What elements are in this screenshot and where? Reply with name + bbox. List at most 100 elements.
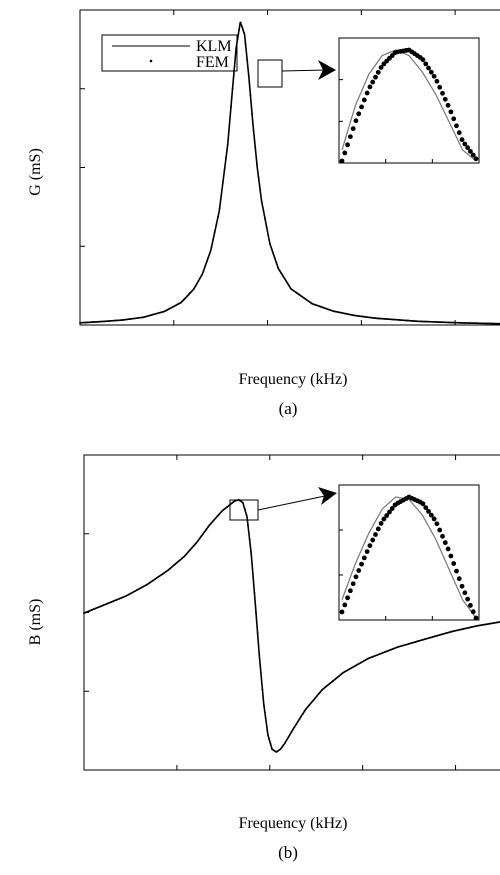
series-fem-point: [174, 562, 177, 565]
series-fem-point: [464, 627, 466, 630]
ticks-b: [84, 455, 457, 770]
inset-fem-point: [423, 61, 429, 67]
series-fem-point: [432, 320, 435, 323]
series-fem-point: [248, 538, 251, 541]
inset-b: [338, 484, 480, 621]
series-fem-point: [346, 313, 349, 315]
series-fem-point: [253, 591, 256, 594]
series-fem-point: [450, 321, 453, 324]
series-fem-point: [415, 640, 418, 643]
series-fem-point: [308, 704, 310, 707]
series-fem-point: [364, 316, 367, 318]
series-fem-point: [488, 622, 491, 625]
series-fem-point: [377, 653, 380, 656]
series-fem-point: [348, 313, 351, 316]
inset-fem-point: [370, 537, 376, 543]
series-fem-point: [124, 595, 127, 598]
series-fem-point: [251, 572, 254, 575]
inset-fem-point: [375, 69, 381, 75]
series-fem-point: [281, 274, 284, 277]
series-fem-point: [368, 316, 370, 319]
inset-fem-point: [378, 521, 384, 526]
series-fem-point: [158, 575, 161, 577]
series-fem-point: [403, 319, 406, 322]
series-fem-point: [157, 312, 159, 315]
zoom-arrow-b: [257, 495, 326, 511]
series-fem-point: [480, 624, 482, 627]
series-fem-point: [150, 314, 153, 316]
series-fem-point: [92, 321, 94, 323]
series-fem-point: [277, 266, 279, 269]
series-fem-point: [427, 637, 429, 640]
series-fem-point: [218, 513, 220, 516]
series-fem-point: [348, 668, 351, 671]
series-fem-point: [317, 692, 320, 695]
series-fem-point: [114, 319, 117, 322]
series-fem-point: [269, 242, 271, 245]
series-fem-point: [301, 713, 304, 715]
series-fem-point: [483, 623, 486, 626]
series-fem-point: [106, 320, 109, 323]
inset-fem-point: [437, 527, 443, 533]
series-fem-point: [284, 742, 286, 744]
series-fem-point: [87, 610, 90, 613]
series-fem-point: [287, 736, 290, 739]
series-fem-point: [333, 678, 336, 681]
inset-fem-point: [364, 90, 370, 96]
inset-fem-point: [442, 96, 448, 102]
series-fem-point: [184, 297, 187, 299]
series-fem-point: [286, 282, 289, 285]
series-fem-point: [222, 508, 225, 511]
series-fem-point: [249, 94, 252, 96]
series-fem-point: [417, 640, 420, 642]
series-fem-point: [90, 321, 93, 324]
series-fem-point: [213, 231, 216, 234]
series-fem-point: [147, 315, 150, 317]
series-fem-point: [290, 731, 293, 733]
series-fem-point: [153, 313, 156, 316]
series-fem-point: [398, 645, 401, 648]
inset-ticks-a: [339, 79, 433, 163]
inset-fem-point: [367, 543, 373, 548]
series-fem-point: [448, 631, 450, 634]
series-fem-point: [325, 307, 328, 310]
series-fem-point: [129, 318, 132, 320]
series-fem-point: [462, 628, 465, 630]
series-fem-point: [210, 522, 212, 525]
series-fem-point: [189, 548, 192, 551]
series-fem-point: [327, 308, 330, 311]
inset-fem-point: [465, 145, 471, 151]
series-fem-point: [160, 311, 163, 314]
inset-fem-point: [356, 111, 362, 117]
series-fem-point: [451, 630, 454, 633]
series-fem-point: [132, 590, 135, 593]
series-fem-point: [361, 661, 364, 663]
series-fem-point: [485, 623, 487, 626]
series-fem-point: [155, 577, 158, 580]
series-fem-point: [231, 502, 233, 505]
series-fem-point: [379, 317, 382, 320]
data-a: [79, 21, 500, 325]
series-fem-point: [457, 629, 460, 631]
series-fem-point: [481, 322, 484, 325]
series-fem-point: [199, 277, 202, 279]
series-fem-point: [392, 318, 395, 321]
inset-data-a: [339, 47, 479, 164]
series-fem-point: [80, 321, 83, 324]
series-fem-point: [433, 635, 436, 638]
series-fem-point: [142, 316, 145, 319]
series-fem-point: [419, 320, 422, 323]
series-fem-point: [104, 603, 106, 606]
series-fem-point: [298, 293, 301, 296]
series-fem-point: [460, 628, 463, 631]
series-fem-point: [283, 277, 286, 280]
series-fem-point: [293, 725, 296, 728]
series-fem-point: [100, 320, 102, 323]
series-fem-point: [184, 554, 187, 557]
series-fem-point: [166, 569, 169, 572]
series-fem-point: [121, 596, 124, 599]
series-fem-point: [116, 319, 119, 322]
series-fem-point: [158, 311, 161, 314]
series-fem-point: [484, 322, 487, 325]
